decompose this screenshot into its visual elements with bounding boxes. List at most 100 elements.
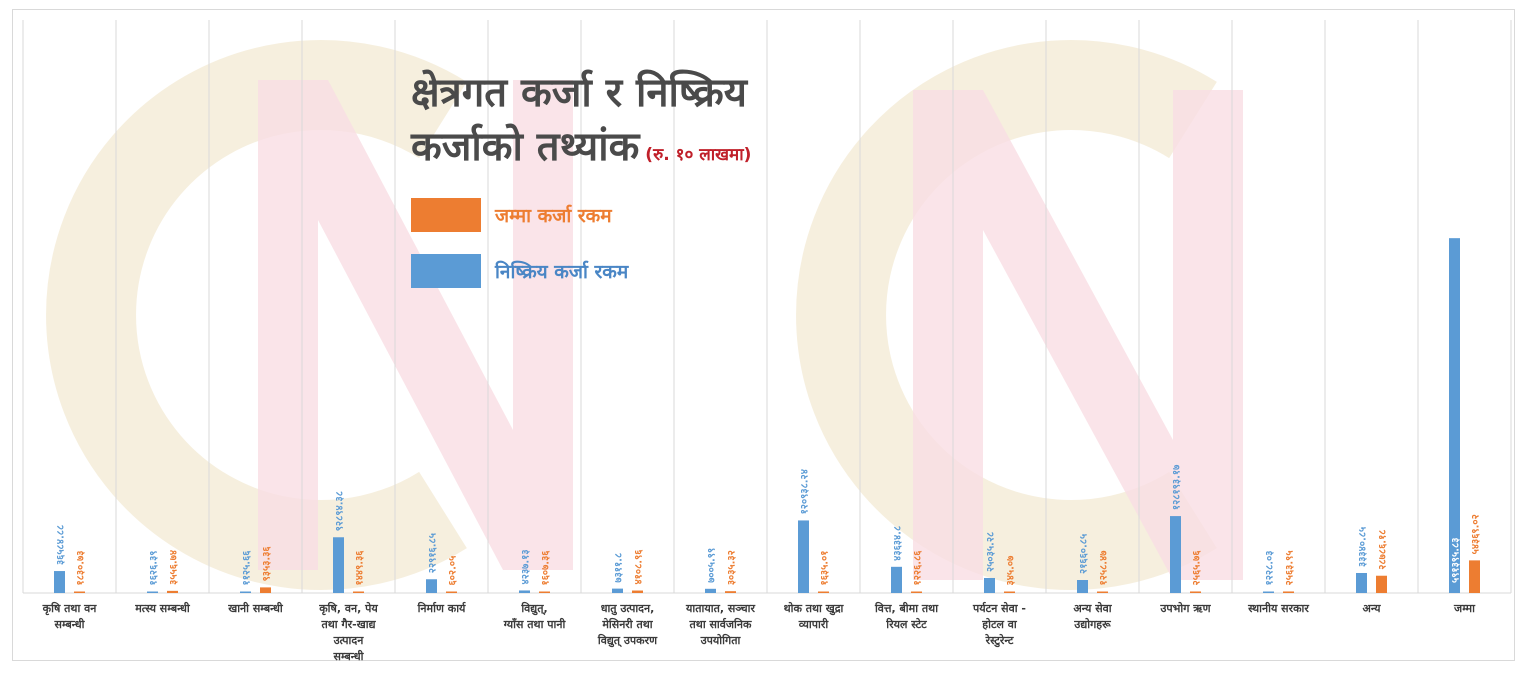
- total-loan-value-label-4: १४४९.३६: [355, 550, 366, 586]
- npl-value-label-15: ३३३४०.८५: [1358, 527, 1369, 567]
- npl-bar-6: [519, 590, 530, 593]
- legend-label-npl: निष्क्रिय कर्जा रकम: [495, 261, 629, 283]
- npl-value-label-14: १२२८.०३: [1265, 551, 1276, 586]
- category-label-8: यातायात, सञ्चार तथा सार्वजनिक उपयोगिता: [685, 602, 755, 647]
- total-loan-value-label-11: ३४५.०७: [1006, 555, 1017, 586]
- npl-bar-9: [798, 520, 809, 593]
- npl-value-label-12: २१६६०.८५: [1079, 534, 1090, 574]
- category-labels: कृषि तथा वन सम्बन्धी मत्स्य सम्बन्धी खानी स…: [42, 601, 1476, 662]
- category-label-6: विद्युत्, ग्याँस तथा पानी: [503, 601, 567, 631]
- legend-item-total-loan: जम्मा कर्जा रकम: [411, 198, 612, 232]
- npl-bar-2: [147, 591, 158, 593]
- chart-frame: ३६५८४.८८ १८३०.७३ १६२६.३९ ३५५६.७४ ११२५.६६ ९३५३…: [12, 9, 1515, 662]
- npl-value-label-9: १२०९३८.२४: [800, 469, 811, 514]
- category-label-10: वित्त, बीमा तथा रियल स्टेट: [874, 601, 939, 631]
- category-label-7: धातु उत्पादन, मेसिनरी तथा विद्युत् उपकरण: [597, 602, 658, 648]
- chart-title-line-2: कर्जाको तथ्यांक (रु. १० लाखमा): [411, 120, 931, 182]
- total-loan-bar-14: [1283, 591, 1294, 593]
- value-labels: ३६५८४.८८ १८३०.७३ १६२६.३९ ३५५६.७४ ११२५.६६ ९३५३…: [56, 464, 1482, 586]
- npl-value-label-16: ५९१३९५.८३: [1451, 538, 1462, 583]
- total-loan-value-label-1: १८३०.७३: [76, 551, 87, 586]
- total-loan-bar-16: [1469, 560, 1480, 593]
- chart-title-line-2-text: कर्जाको तथ्यांक: [411, 124, 640, 170]
- legend-label-total-loan: जम्मा कर्जा रकम: [495, 205, 612, 227]
- category-label-9: थोक तथा खुद्रा व्यापारी: [784, 601, 845, 631]
- total-loan-bar-9: [818, 591, 829, 593]
- total-loan-bar-13: [1190, 591, 1201, 593]
- watermark-n-right: [913, 90, 1243, 580]
- total-loan-value-label-3: ९३५३.३६: [262, 546, 273, 582]
- total-loan-bar-5: [446, 591, 457, 593]
- category-label-14: स्थानीय सरकार: [1247, 601, 1309, 615]
- category-label-13: उपभोग ऋण: [1159, 601, 1211, 615]
- chart-title-unit: (रु. १० लाखमा): [645, 145, 752, 165]
- total-loan-bar-6: [539, 591, 550, 593]
- total-loan-bar-3: [260, 587, 271, 593]
- npl-bar-4: [333, 537, 344, 593]
- category-label-5: निर्माण कार्य: [417, 601, 467, 615]
- npl-bar-8: [705, 588, 716, 593]
- npl-value-label-1: ३६५८४.८८: [56, 525, 67, 565]
- total-loan-value-label-16: ५४३६९.०२: [1471, 514, 1482, 554]
- total-loan-bar-11: [1004, 591, 1015, 593]
- total-loan-value-label-13: २५६५.७६: [1192, 550, 1203, 586]
- npl-value-label-5: २२९१६.८५: [428, 533, 439, 573]
- total-loan-bar-2: [167, 590, 178, 593]
- total-loan-value-label-7: ४१०८.९६: [634, 549, 645, 585]
- npl-bar-14: [1263, 591, 1274, 593]
- npl-value-label-4: ९२८९४.३८: [335, 491, 346, 531]
- npl-bar-3: [240, 591, 251, 593]
- total-loan-value-label-12: १२५८.४७: [1099, 550, 1110, 586]
- npl-value-label-8: ७००५.९९: [707, 548, 718, 583]
- npl-bar-10: [891, 566, 902, 593]
- chart-title-line-1: क्षेत्रगत कर्जा र निष्क्रिय: [411, 70, 747, 116]
- total-loan-value-label-6: १६०७.३६: [541, 550, 552, 586]
- npl-bar-5: [426, 579, 437, 593]
- category-label-4: कृषि, वन, पेय तथा गैर-खाद्य उत्पादन सम्बन्ध…: [318, 601, 378, 662]
- category-label-2: मत्स्य सम्बन्धी: [134, 601, 191, 615]
- watermark-logo: [46, 40, 1243, 590]
- watermark-n-left: [258, 80, 573, 570]
- npl-value-label-2: १६२६.३९: [149, 551, 160, 586]
- category-label-3: खानी सम्बन्धी: [227, 601, 284, 615]
- npl-value-label-6: ४२३७.१३: [521, 549, 532, 584]
- npl-value-label-13: १२८१९३.१७: [1172, 464, 1183, 510]
- category-label-1: कृषि तथा वन सम्बन्धी: [42, 601, 98, 631]
- npl-bar-11: [984, 577, 995, 593]
- npl-value-label-7: ७३११.८: [614, 553, 625, 583]
- npl-bar-15: [1356, 572, 1367, 593]
- total-loan-bar-8: [725, 591, 736, 593]
- legend-swatch-npl: [411, 254, 481, 288]
- chart-title: क्षेत्रगत कर्जा र निष्क्रिय कर्जाको तथ्य…: [411, 66, 931, 182]
- total-loan-value-label-8: ३०३५.३२: [727, 550, 738, 585]
- total-loan-value-label-2: ३५५६.७४: [169, 550, 180, 585]
- total-loan-value-label-10: १२२६.८६: [913, 550, 924, 586]
- category-label-12: अन्य सेवा उद्योगहरू: [1073, 601, 1112, 631]
- category-label-15: अन्य: [1362, 602, 1381, 615]
- npl-value-label-3: ११२५.६६: [242, 550, 253, 586]
- bar-series: [54, 238, 1480, 593]
- total-loan-bar-10: [911, 591, 922, 593]
- category-label-16: जम्मा: [1453, 602, 1476, 615]
- total-loan-value-label-15: २८७८६.१८: [1378, 530, 1389, 570]
- npl-value-label-10: ४३६३४.८: [893, 526, 904, 561]
- total-loan-value-label-5: ६०२.०५: [448, 556, 459, 586]
- npl-bar-12: [1077, 580, 1088, 593]
- total-loan-bar-15: [1376, 575, 1387, 593]
- npl-value-label-11: २५०३५.२८: [986, 532, 997, 572]
- npl-bar-7: [612, 588, 623, 593]
- total-loan-bar-12: [1097, 591, 1108, 593]
- npl-bar-13: [1170, 516, 1181, 593]
- total-loan-value-label-9: १६३५.०१: [820, 551, 831, 586]
- legend-swatch-total-loan: [411, 198, 481, 232]
- chart-canvas: ३६५८४.८८ १८३०.७३ १६२६.३९ ३५५६.७४ ११२५.६६ ९३५३…: [22, 20, 1512, 662]
- total-loan-bar-1: [74, 591, 85, 593]
- npl-bar-1: [54, 571, 65, 593]
- total-loan-value-label-14: २५६३.९५: [1285, 550, 1296, 585]
- watermark-c-right: [796, 40, 1217, 590]
- total-loan-bar-7: [632, 590, 643, 593]
- npl-bar-16: [1449, 238, 1460, 593]
- total-loan-bar-4: [353, 591, 364, 593]
- category-label-11: पर्यटन सेवा -होटल वा रेस्टुरेन्ट: [972, 601, 1026, 648]
- legend-item-npl: निष्क्रिय कर्जा रकम: [411, 254, 628, 288]
